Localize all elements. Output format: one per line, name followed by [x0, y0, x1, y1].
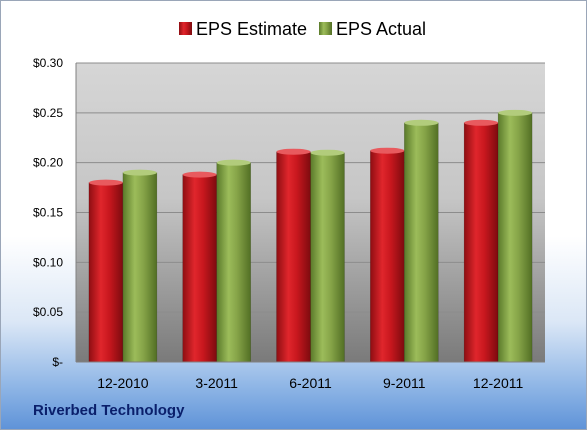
- legend: EPS Estimate EPS Actual: [179, 19, 426, 39]
- axes: $- $0.05 $0.10 $0.15 $0.20 $0.25 $0.30 12-2010 3…: [33, 56, 545, 391]
- legend-label-actual: EPS Actual: [336, 19, 426, 39]
- legend-label-estimate: EPS Estimate: [196, 19, 307, 39]
- bar-top-actual: [404, 119, 439, 126]
- bar-estimate: [182, 174, 217, 363]
- bar-actual: [216, 162, 251, 363]
- y-tick-label: $0.05: [33, 305, 63, 319]
- x-tick-label: 9-2011: [383, 375, 426, 391]
- bar-top-estimate: [276, 148, 311, 155]
- bar-top-estimate: [370, 147, 405, 154]
- bar-top-estimate: [88, 179, 123, 186]
- bar-estimate: [88, 182, 124, 363]
- y-tick-label: $0.20: [33, 156, 63, 170]
- bar-actual: [310, 152, 345, 363]
- y-tick-label: $-: [52, 355, 63, 369]
- bar-estimate: [370, 150, 405, 363]
- bar-estimate: [463, 122, 499, 363]
- bar-actual: [404, 122, 439, 363]
- company-name: Riverbed Technology: [33, 402, 185, 419]
- bar-top-actual: [122, 169, 157, 176]
- bar-top-actual: [498, 109, 533, 116]
- bar-top-actual: [216, 159, 251, 166]
- legend-swatch-actual: [319, 22, 332, 35]
- bar-top-actual: [310, 149, 345, 156]
- bar-actual: [122, 172, 158, 363]
- bar-estimate: [276, 151, 311, 363]
- y-tick-label: $0.30: [33, 56, 63, 70]
- bar-actual: [497, 112, 533, 363]
- y-tick-label: $0.25: [33, 106, 63, 120]
- bars: [88, 109, 533, 363]
- bar-top-estimate: [464, 119, 499, 126]
- y-tick-label: $0.15: [33, 206, 63, 220]
- x-tick-label: 12-2011: [473, 375, 524, 391]
- y-tick-label: $0.10: [33, 255, 63, 269]
- x-tick-label: 3-2011: [195, 375, 238, 391]
- x-tick-label: 12-2010: [97, 375, 149, 391]
- x-tick-label: 6-2011: [289, 375, 332, 391]
- legend-swatch-estimate: [179, 22, 192, 35]
- bar-top-estimate: [182, 171, 217, 178]
